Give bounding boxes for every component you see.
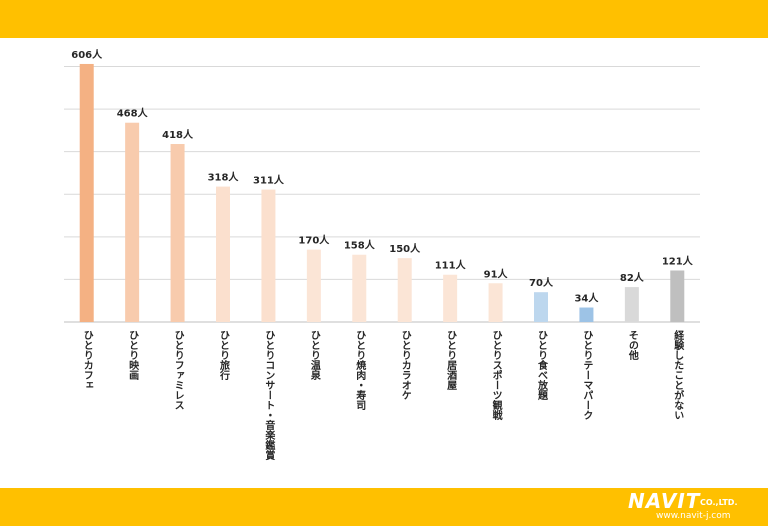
category-label: ひとり食べ放題 <box>536 330 549 401</box>
value-label: 70人 <box>529 276 554 289</box>
category-label: 経験したことがない <box>672 329 684 420</box>
category-label: ひとりカラオケ <box>399 330 411 400</box>
value-label: 91人 <box>484 267 509 280</box>
bar <box>352 254 367 322</box>
value-label: 170人 <box>298 234 330 247</box>
category-label: その他 <box>626 330 639 361</box>
bar <box>670 270 685 322</box>
top-banner <box>0 0 768 38</box>
value-labels: 606人 468人 418人 318人 311人 170人 158人 150人 111人 91人 7… <box>71 48 693 305</box>
bar <box>306 249 321 322</box>
value-label: 150人 <box>389 242 421 255</box>
bar <box>624 287 639 322</box>
navit-logo: NAVIT CO.,LTD. www.navit-j.com <box>628 490 758 524</box>
value-label: 82人 <box>620 271 645 284</box>
category-label: ひとりファミレス <box>172 330 184 410</box>
category-label: ひとりスポーツ観戦 <box>490 330 502 421</box>
logo-brand: NAVIT <box>628 489 701 513</box>
value-label: 34人 <box>574 292 599 305</box>
category-label: ひとりテーマパーク <box>581 330 593 420</box>
logo-suffix: CO.,LTD. <box>700 498 738 507</box>
logo-url: www.navit-j.com <box>656 511 731 521</box>
category-label: ひとり居酒屋 <box>445 330 457 391</box>
category-label: ひとりコンサート・音楽鑑賞 <box>263 330 276 461</box>
bottom-banner <box>0 488 768 526</box>
category-label: ひとり焼肉・寿司 <box>354 330 366 411</box>
bar-chart: 606人 468人 418人 318人 311人 170人 158人 150人 111人 91人 7… <box>64 48 700 461</box>
bar <box>443 274 458 322</box>
value-label: 311人 <box>253 174 285 187</box>
category-label: ひとり温泉 <box>308 330 321 381</box>
category-label: ひとり旅行 <box>218 330 231 381</box>
bar <box>170 144 185 322</box>
bar <box>579 307 594 322</box>
grid-lines <box>64 66 700 323</box>
bar <box>261 189 276 322</box>
value-label: 418人 <box>162 128 194 141</box>
bar <box>534 292 548 322</box>
category-labels: ひとりカフェ ひとり映画 ひとりファミレス ひとり旅行 ひとりコンサート・音楽鑑賞 ひとり… <box>81 329 684 461</box>
category-label: ひとり映画 <box>127 330 139 381</box>
value-label: 468人 <box>117 107 149 120</box>
value-label: 111人 <box>435 259 467 272</box>
bar <box>125 122 140 322</box>
value-label: 158人 <box>344 239 376 252</box>
bar <box>488 283 503 322</box>
bars <box>79 63 685 322</box>
bar <box>397 258 412 322</box>
value-label: 121人 <box>662 254 694 267</box>
bar <box>216 186 230 322</box>
bar <box>79 63 94 322</box>
category-label: ひとりカフェ <box>81 330 93 390</box>
value-label: 318人 <box>208 171 240 184</box>
value-label: 606人 <box>71 48 103 61</box>
